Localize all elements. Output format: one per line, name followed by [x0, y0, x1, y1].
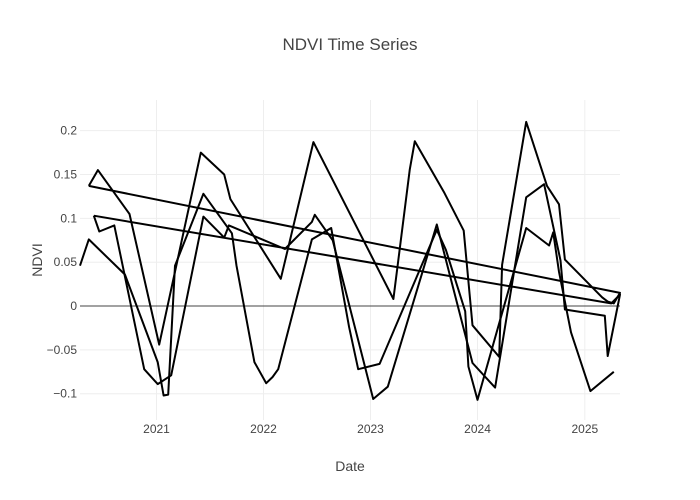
- y-tick-label: 0: [70, 299, 77, 313]
- y-tick-label: 0.15: [54, 168, 78, 182]
- x-tick-label: 2021: [143, 422, 170, 436]
- series-line-3: [79, 192, 615, 401]
- x-tick-label: 2024: [464, 422, 491, 436]
- series-line-2: [92, 183, 621, 400]
- x-axis-title: Date: [335, 458, 365, 474]
- chart-title: NDVI Time Series: [282, 35, 417, 54]
- y-axis-ticks: −0.1 −0.05 0 0.05 0.1 0.15 0.2: [47, 124, 78, 401]
- y-tick-label: 0.05: [54, 255, 78, 269]
- x-tick-label: 2025: [571, 422, 598, 436]
- y-tick-label: −0.05: [47, 343, 78, 357]
- x-tick-label: 2022: [250, 422, 277, 436]
- x-tick-label: 2023: [357, 422, 384, 436]
- y-tick-label: 0.2: [60, 124, 77, 138]
- series-line-1: [87, 120, 621, 358]
- y-axis-title: NDVI: [29, 243, 45, 276]
- gridlines: [80, 100, 620, 420]
- y-tick-label: −0.1: [53, 387, 77, 401]
- y-tick-label: 0.1: [60, 211, 77, 225]
- x-axis-ticks: 2021 2022 2023 2024 2025: [143, 422, 598, 436]
- plot-area: [79, 120, 621, 401]
